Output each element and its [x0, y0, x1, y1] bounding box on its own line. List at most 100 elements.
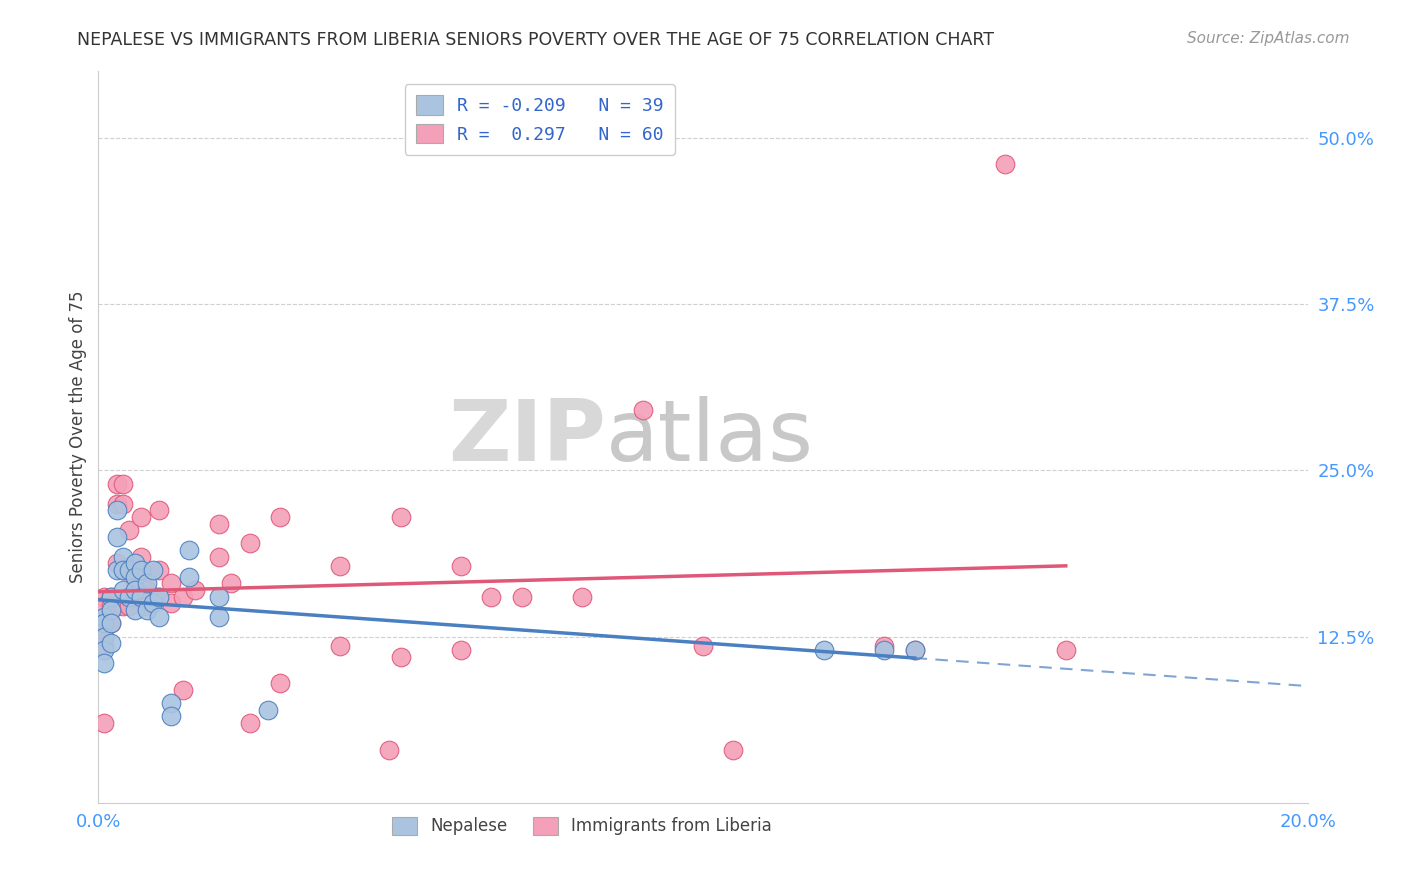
Point [135, 603, 157, 617]
Point [93, 656, 115, 670]
Point [93, 716, 115, 731]
Point [160, 596, 183, 610]
Point [160, 709, 183, 723]
Point [208, 590, 231, 604]
Point [269, 509, 291, 524]
Point [148, 590, 170, 604]
Point [129, 576, 152, 591]
Point [111, 497, 134, 511]
Point [93, 630, 115, 644]
Point [93, 630, 115, 644]
Point [105, 557, 128, 571]
Point [172, 682, 194, 697]
Point [329, 559, 352, 574]
Point [129, 590, 152, 604]
Point [129, 563, 152, 577]
Point [118, 523, 141, 537]
Text: NEPALESE VS IMMIGRANTS FROM LIBERIA SENIORS POVERTY OVER THE AGE OF 75 CORRELATI: NEPALESE VS IMMIGRANTS FROM LIBERIA SENI… [77, 31, 994, 49]
Point [100, 599, 122, 613]
Point [124, 582, 146, 597]
Point [160, 696, 183, 710]
Point [124, 603, 146, 617]
Point [142, 596, 165, 610]
Point [124, 557, 146, 571]
Point [256, 703, 278, 717]
Point [135, 599, 157, 613]
Point [148, 563, 170, 577]
Point [208, 609, 231, 624]
Point [93, 590, 115, 604]
Point [100, 636, 122, 650]
Point [111, 563, 134, 577]
Y-axis label: Seniors Poverty Over the Age of 75: Seniors Poverty Over the Age of 75 [69, 291, 87, 583]
Point [239, 716, 262, 731]
Point [93, 609, 115, 624]
Point [692, 639, 714, 653]
Point [118, 563, 141, 577]
Point [118, 599, 141, 613]
Point [111, 599, 134, 613]
Point [105, 503, 128, 517]
Point [389, 649, 412, 664]
Point [571, 590, 593, 604]
Point [111, 549, 134, 564]
Point [389, 509, 412, 524]
Point [377, 742, 399, 756]
Point [631, 403, 654, 417]
Point [904, 643, 927, 657]
Point [450, 559, 472, 574]
Text: atlas: atlas [606, 395, 814, 479]
Point [124, 563, 146, 577]
Point [142, 563, 165, 577]
Point [93, 639, 115, 653]
Point [148, 503, 170, 517]
Point [148, 590, 170, 604]
Legend: Nepalese, Immigrants from Liberia: Nepalese, Immigrants from Liberia [385, 810, 779, 842]
Point [100, 590, 122, 604]
Point [450, 643, 472, 657]
Point [100, 603, 122, 617]
Point [208, 516, 231, 531]
Point [208, 549, 231, 564]
Point [723, 742, 745, 756]
Point [105, 563, 128, 577]
Point [184, 582, 207, 597]
Point [873, 639, 896, 653]
Point [100, 616, 122, 631]
Point [172, 590, 194, 604]
Point [124, 590, 146, 604]
Point [481, 590, 503, 604]
Point [111, 582, 134, 597]
Point [93, 599, 115, 613]
Point [329, 639, 352, 653]
Text: ZIP: ZIP [449, 395, 606, 479]
Point [148, 609, 170, 624]
Point [105, 497, 128, 511]
Point [179, 570, 201, 584]
Point [221, 576, 243, 591]
Point [111, 563, 134, 577]
Point [118, 590, 141, 604]
Point [135, 576, 157, 591]
Point [105, 530, 128, 544]
Point [873, 643, 896, 657]
Point [129, 549, 152, 564]
Point [93, 643, 115, 657]
Point [100, 590, 122, 604]
Point [904, 643, 927, 657]
Point [124, 570, 146, 584]
Point [269, 676, 291, 690]
Point [1054, 643, 1077, 657]
Point [510, 590, 533, 604]
Point [93, 616, 115, 631]
Point [124, 576, 146, 591]
Point [179, 543, 201, 558]
Point [93, 616, 115, 631]
Text: Source: ZipAtlas.com: Source: ZipAtlas.com [1187, 31, 1350, 46]
Point [111, 476, 134, 491]
Point [129, 509, 152, 524]
Point [160, 576, 183, 591]
Point [100, 616, 122, 631]
Point [118, 563, 141, 577]
Point [105, 476, 128, 491]
